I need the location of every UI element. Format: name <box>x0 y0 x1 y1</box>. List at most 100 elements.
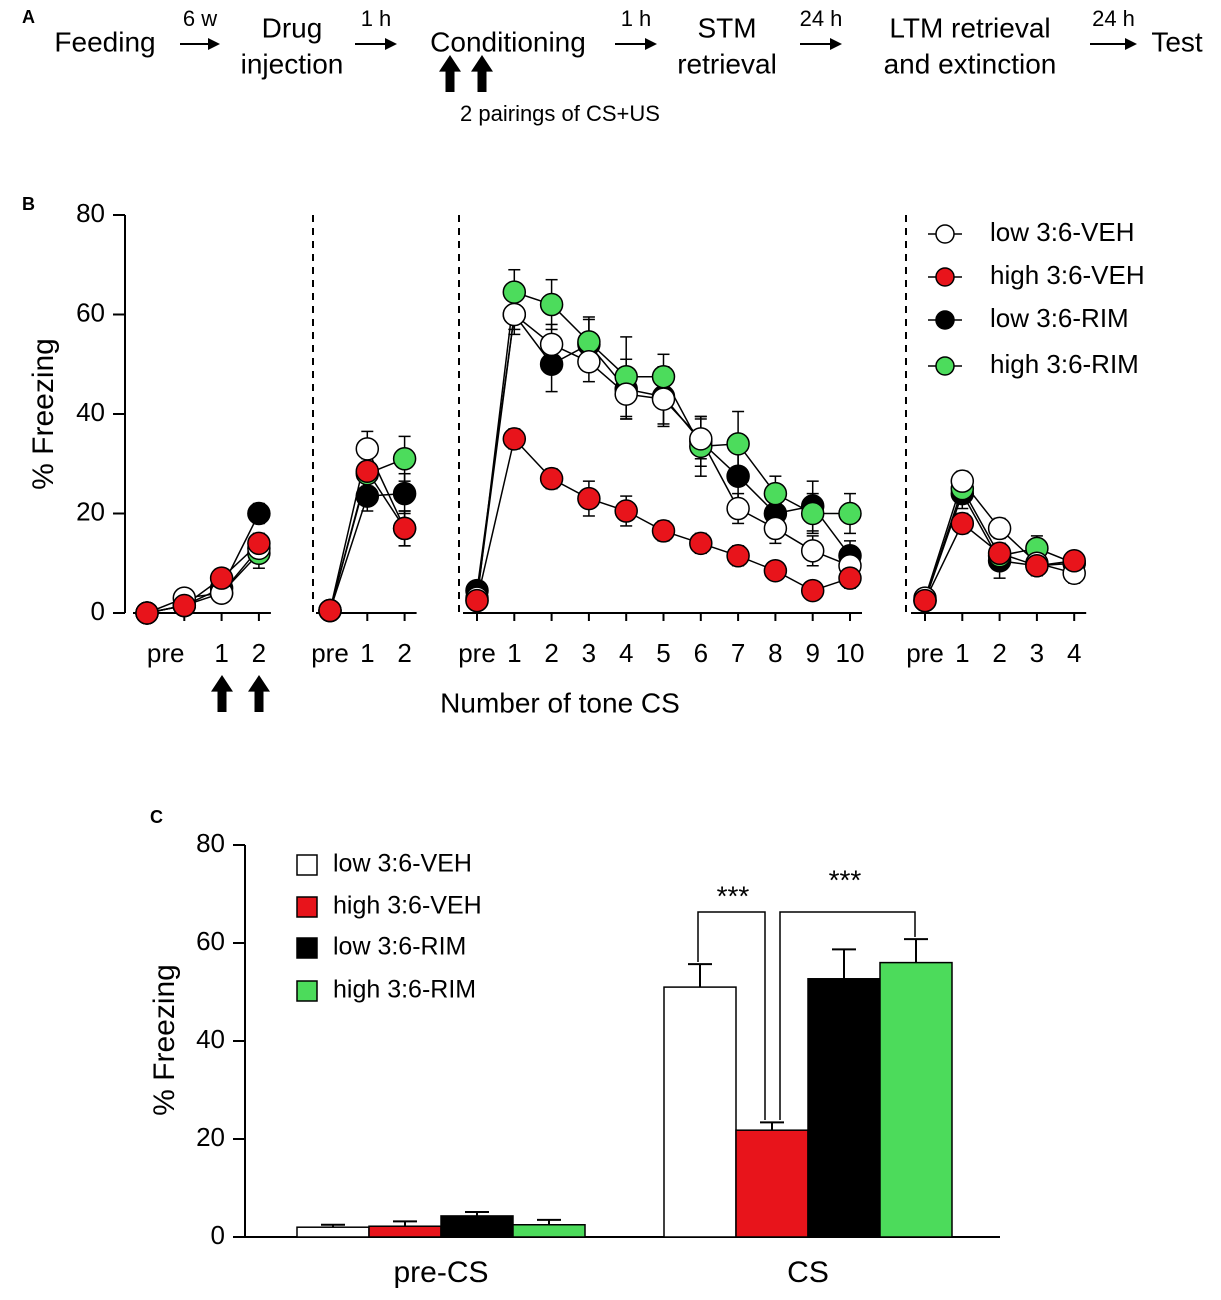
marker <box>577 330 601 354</box>
marker <box>502 280 527 304</box>
x-axis-title: Number of tone CS <box>440 687 680 718</box>
legend-label: high 3:6-VEH <box>990 260 1145 290</box>
interval-label: 1 h <box>361 6 392 31</box>
marker <box>539 466 564 491</box>
legend-swatch <box>296 937 318 959</box>
marker <box>651 364 676 389</box>
bar <box>368 1225 442 1238</box>
x-tick-label: 10 <box>836 638 865 668</box>
interval-label: 1 h <box>621 6 652 31</box>
marker <box>1025 553 1049 578</box>
significance-label: *** <box>717 880 750 911</box>
x-tick-label: 2 <box>252 638 266 668</box>
series-line <box>146 552 260 614</box>
legend-swatch <box>296 854 318 876</box>
step-label: LTM retrieval <box>889 12 1050 43</box>
x-tick-label: 1 <box>360 638 374 668</box>
marker <box>800 578 825 603</box>
x-tick-label: pre-CS <box>393 1256 488 1289</box>
y-tick-label: 0 <box>91 596 105 626</box>
y-axis-title: % Freezing <box>148 964 181 1116</box>
y-tick-label: 60 <box>76 297 105 327</box>
marker <box>465 588 489 613</box>
arrow-icon <box>439 55 461 92</box>
series-line <box>146 542 260 614</box>
marker <box>987 541 1012 566</box>
bar <box>735 1129 809 1238</box>
x-tick-label: 6 <box>694 638 708 668</box>
x-tick-label: pre <box>311 638 349 668</box>
bar <box>512 1224 586 1238</box>
marker <box>577 486 601 511</box>
panel-label: C <box>150 807 163 827</box>
marker <box>726 464 750 488</box>
significance-label: *** <box>829 864 862 895</box>
series-line <box>146 513 260 614</box>
marker <box>913 588 937 613</box>
x-tick-label: 2 <box>544 638 558 668</box>
marker <box>651 387 676 411</box>
arrow-icon <box>471 55 493 92</box>
x-tick-label: CS <box>787 1256 829 1289</box>
marker <box>763 516 788 541</box>
arrow-icon <box>211 675 233 712</box>
x-tick-label: 4 <box>1067 638 1081 668</box>
bar <box>663 986 737 1238</box>
marker <box>838 566 862 590</box>
step-label: STM <box>697 12 756 43</box>
significance-bracket <box>697 911 766 1120</box>
step-label: Test <box>1151 26 1203 57</box>
marker <box>355 484 380 508</box>
marker <box>539 352 564 376</box>
legend-marker <box>935 356 955 376</box>
note: 2 pairings of CS+US <box>460 101 660 126</box>
step-label: retrieval <box>677 48 777 79</box>
arrow-head <box>385 38 397 50</box>
panel-label: A <box>22 7 35 27</box>
x-tick-label: pre <box>147 638 185 668</box>
step-label: and extinction <box>884 48 1057 79</box>
marker <box>763 481 788 506</box>
marker <box>614 382 638 406</box>
legend-label: high 3:6-VEH <box>333 892 482 920</box>
legend-label: high 3:6-RIM <box>333 976 476 1004</box>
series-line <box>146 547 260 614</box>
marker <box>838 501 862 526</box>
marker <box>800 539 825 563</box>
legend-marker <box>935 224 955 244</box>
step-label: injection <box>241 48 344 79</box>
marker <box>355 459 380 483</box>
legend-marker <box>935 310 955 330</box>
marker <box>651 519 676 543</box>
marker <box>726 432 750 456</box>
marker <box>614 499 638 523</box>
legend-label: high 3:6-RIM <box>990 349 1139 379</box>
arrow-head <box>1125 38 1137 50</box>
arrow-icon <box>248 675 270 712</box>
x-tick-label: 1 <box>955 638 969 668</box>
marker <box>355 437 380 461</box>
marker <box>209 566 234 590</box>
marker <box>689 531 713 556</box>
marker <box>247 501 271 526</box>
x-tick-label: 4 <box>619 638 633 668</box>
marker <box>392 447 417 471</box>
legend-marker <box>935 267 955 287</box>
marker <box>950 469 975 493</box>
marker <box>1062 549 1086 573</box>
arrow-head <box>208 38 220 50</box>
marker <box>577 350 601 374</box>
y-tick-label: 20 <box>196 1122 225 1152</box>
marker <box>726 496 750 521</box>
x-tick-label: 3 <box>582 638 596 668</box>
marker <box>172 593 197 618</box>
marker <box>763 558 788 583</box>
bar <box>296 1226 370 1238</box>
marker <box>800 501 825 526</box>
step-label: Conditioning <box>430 26 586 57</box>
marker <box>392 481 417 506</box>
interval-label: 24 h <box>800 6 843 31</box>
marker <box>539 292 564 317</box>
marker <box>502 302 527 327</box>
